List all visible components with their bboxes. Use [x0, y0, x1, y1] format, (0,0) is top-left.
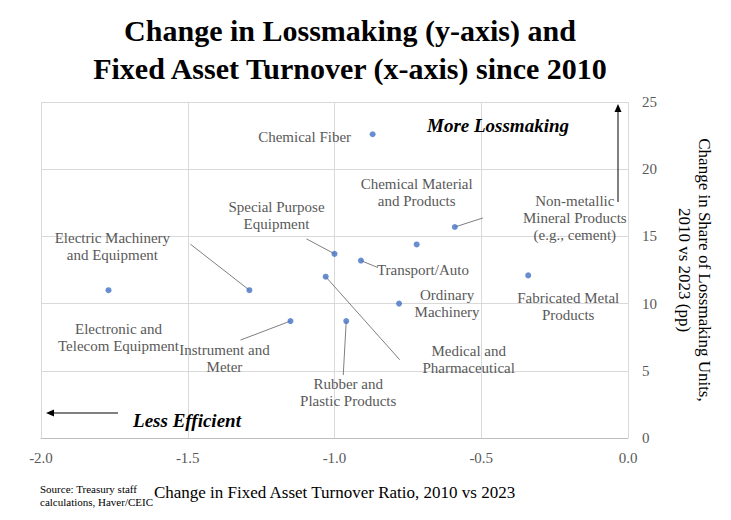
svg-text:Fabricated Metal: Fabricated Metal	[517, 290, 619, 306]
svg-text:Mineral Products: Mineral Products	[523, 210, 627, 226]
svg-text:Electric Machinery: Electric Machinery	[55, 230, 171, 246]
svg-text:0: 0	[642, 430, 650, 446]
svg-text:and Products: and Products	[378, 193, 456, 209]
svg-text:(e.g., cement): (e.g., cement)	[534, 227, 616, 244]
svg-text:15: 15	[642, 228, 657, 244]
svg-text:Change in Fixed Asset Turnover: Change in Fixed Asset Turnover Ratio, 20…	[154, 483, 515, 502]
svg-text:Pharmaceutical: Pharmaceutical	[422, 360, 514, 376]
svg-text:Machinery: Machinery	[415, 304, 480, 320]
svg-text:-1.0: -1.0	[323, 450, 347, 466]
svg-text:-2.0: -2.0	[29, 450, 53, 466]
svg-text:20: 20	[642, 161, 657, 177]
svg-text:Meter: Meter	[207, 359, 243, 375]
svg-text:Special Purpose: Special Purpose	[228, 199, 325, 215]
svg-text:Non-metallic: Non-metallic	[535, 193, 614, 209]
svg-text:Medical and: Medical and	[431, 343, 506, 359]
svg-text:Chemical Material: Chemical Material	[361, 176, 473, 192]
svg-text:calculations, Haver/CEIC: calculations, Haver/CEIC	[40, 496, 153, 508]
svg-text:Rubber and: Rubber and	[313, 376, 383, 392]
svg-text:Telecom Equipment: Telecom Equipment	[58, 338, 180, 354]
svg-text:Ordinary: Ordinary	[420, 287, 475, 303]
svg-text:2010 vs 2023 (pp): 2010 vs 2023 (pp)	[675, 208, 694, 332]
svg-text:0.0: 0.0	[619, 450, 638, 466]
svg-text:25: 25	[642, 94, 657, 110]
svg-text:Transport/Auto: Transport/Auto	[377, 262, 469, 278]
svg-text:Source: Treasury staff: Source: Treasury staff	[40, 483, 137, 495]
svg-text:10: 10	[642, 296, 657, 312]
svg-text:Instrument and: Instrument and	[179, 342, 270, 358]
svg-text:Equipment: Equipment	[244, 216, 311, 232]
svg-text:Change in Lossmaking (y-axis): Change in Lossmaking (y-axis) and	[124, 14, 576, 48]
svg-text:Chemical Fiber: Chemical Fiber	[258, 129, 351, 145]
svg-text:Less Efficient: Less Efficient	[132, 410, 242, 431]
svg-text:-0.5: -0.5	[469, 450, 493, 466]
svg-text:Electronic and: Electronic and	[75, 321, 163, 337]
svg-text:More Lossmaking: More Lossmaking	[426, 115, 569, 136]
svg-text:Plastic Products: Plastic Products	[300, 393, 396, 409]
svg-text:and Equipment: and Equipment	[67, 247, 159, 263]
svg-text:Change in Share of Lossmaking: Change in Share of Lossmaking Units,	[695, 138, 714, 401]
svg-text:-1.5: -1.5	[176, 450, 200, 466]
svg-text:5: 5	[642, 363, 650, 379]
svg-text:Fixed Asset Turnover (x-axis): Fixed Asset Turnover (x-axis) since 2010	[93, 52, 607, 86]
svg-text:Products: Products	[542, 307, 595, 323]
